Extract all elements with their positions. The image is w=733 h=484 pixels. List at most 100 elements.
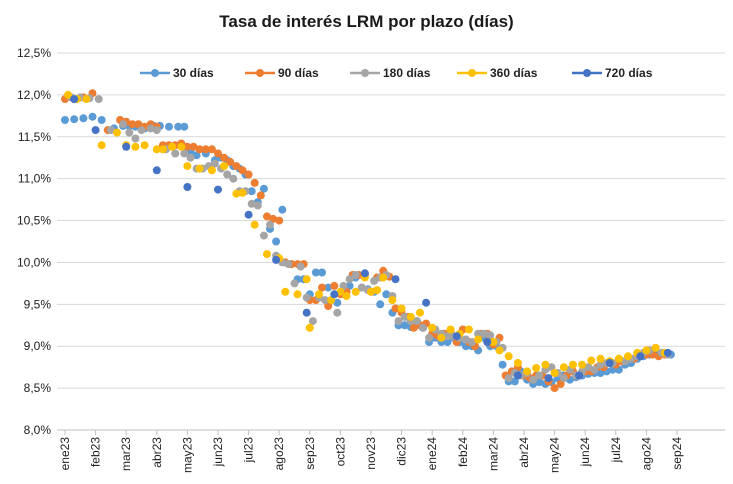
data-point — [140, 141, 149, 150]
data-point — [480, 329, 489, 338]
data-point — [88, 112, 97, 121]
legend-label: 180 días — [383, 66, 431, 80]
y-tick-label: 11,0% — [18, 172, 51, 186]
data-point — [596, 354, 605, 363]
data-point — [370, 276, 379, 285]
y-tick-label: 10,5% — [17, 214, 51, 228]
y-tick-label: 8,5% — [24, 381, 52, 395]
y-tick-label: 9,5% — [24, 297, 52, 311]
data-point — [201, 145, 210, 154]
data-point — [302, 275, 311, 284]
data-point — [624, 352, 632, 361]
data-point — [569, 360, 577, 369]
legend-marker — [468, 69, 476, 77]
data-point — [106, 126, 115, 135]
legend-marker — [151, 69, 159, 77]
data-point — [559, 374, 568, 383]
data-point — [513, 371, 522, 380]
x-tick-label: may23 — [180, 437, 194, 473]
chart-title: Tasa de interés LRM por plazo (días) — [219, 12, 514, 31]
data-point — [281, 287, 290, 296]
legend-marker — [256, 69, 264, 77]
data-point — [339, 281, 348, 290]
data-point — [351, 271, 360, 279]
data-point — [131, 142, 140, 151]
data-point — [596, 360, 605, 369]
x-tick-label: ene24 — [425, 437, 439, 471]
data-point — [406, 312, 415, 321]
data-point — [192, 151, 201, 160]
data-point — [183, 183, 192, 191]
data-point — [532, 364, 541, 372]
data-point — [345, 281, 354, 290]
data-point — [186, 153, 195, 162]
data-point — [397, 304, 406, 313]
data-point — [443, 332, 452, 341]
data-point — [272, 255, 281, 264]
data-point — [663, 348, 672, 357]
data-point — [379, 273, 388, 282]
data-point — [259, 231, 268, 240]
data-point — [382, 290, 391, 299]
data-point — [437, 333, 446, 342]
x-tick-label: abr24 — [517, 437, 531, 468]
x-tick-label: feb24 — [456, 437, 470, 467]
data-point — [321, 296, 330, 305]
data-point — [400, 312, 409, 321]
data-point — [452, 332, 461, 341]
data-point — [180, 149, 189, 158]
legend-label: 720 días — [605, 66, 653, 80]
data-point — [119, 120, 128, 129]
data-point — [559, 363, 568, 372]
data-point — [523, 367, 532, 376]
data-point — [419, 323, 427, 332]
data-point — [238, 188, 247, 197]
data-point — [214, 185, 222, 194]
data-point — [253, 201, 262, 210]
legend-label: 90 días — [278, 66, 319, 80]
series-4 — [70, 95, 672, 383]
legend-label: 30 días — [173, 66, 214, 80]
data-point — [529, 375, 538, 384]
data-point — [232, 189, 241, 198]
data-point — [244, 210, 253, 219]
data-point — [636, 352, 645, 361]
data-point — [70, 115, 79, 124]
data-point — [250, 178, 259, 187]
data-point — [152, 126, 161, 135]
data-point — [183, 142, 192, 151]
legend-marker — [583, 69, 591, 77]
x-tick-label: jun24 — [578, 437, 592, 468]
data-point — [305, 323, 314, 332]
data-point — [468, 338, 476, 346]
data-point — [498, 360, 507, 369]
data-point — [486, 331, 495, 340]
x-tick-label: mar23 — [119, 437, 133, 471]
data-point — [394, 317, 403, 326]
data-point — [302, 293, 311, 302]
data-point — [412, 317, 421, 326]
data-point — [367, 287, 375, 296]
data-point — [152, 145, 161, 154]
data-point — [578, 360, 587, 369]
data-point — [165, 122, 173, 131]
data-point — [425, 333, 434, 342]
data-point — [541, 360, 550, 369]
data-point — [137, 126, 146, 135]
data-point — [400, 321, 409, 330]
data-point — [388, 296, 397, 305]
data-point — [333, 308, 342, 317]
data-point — [290, 279, 299, 288]
data-point — [195, 164, 204, 173]
data-point — [168, 142, 177, 151]
data-point — [207, 166, 216, 175]
x-tick-label: jul23 — [242, 437, 256, 464]
y-tick-label: 11,5% — [18, 130, 51, 144]
data-point — [474, 329, 483, 338]
data-point — [128, 120, 137, 129]
data-point — [575, 371, 584, 380]
data-point — [446, 325, 455, 334]
data-point — [183, 162, 192, 171]
data-point — [284, 260, 293, 269]
